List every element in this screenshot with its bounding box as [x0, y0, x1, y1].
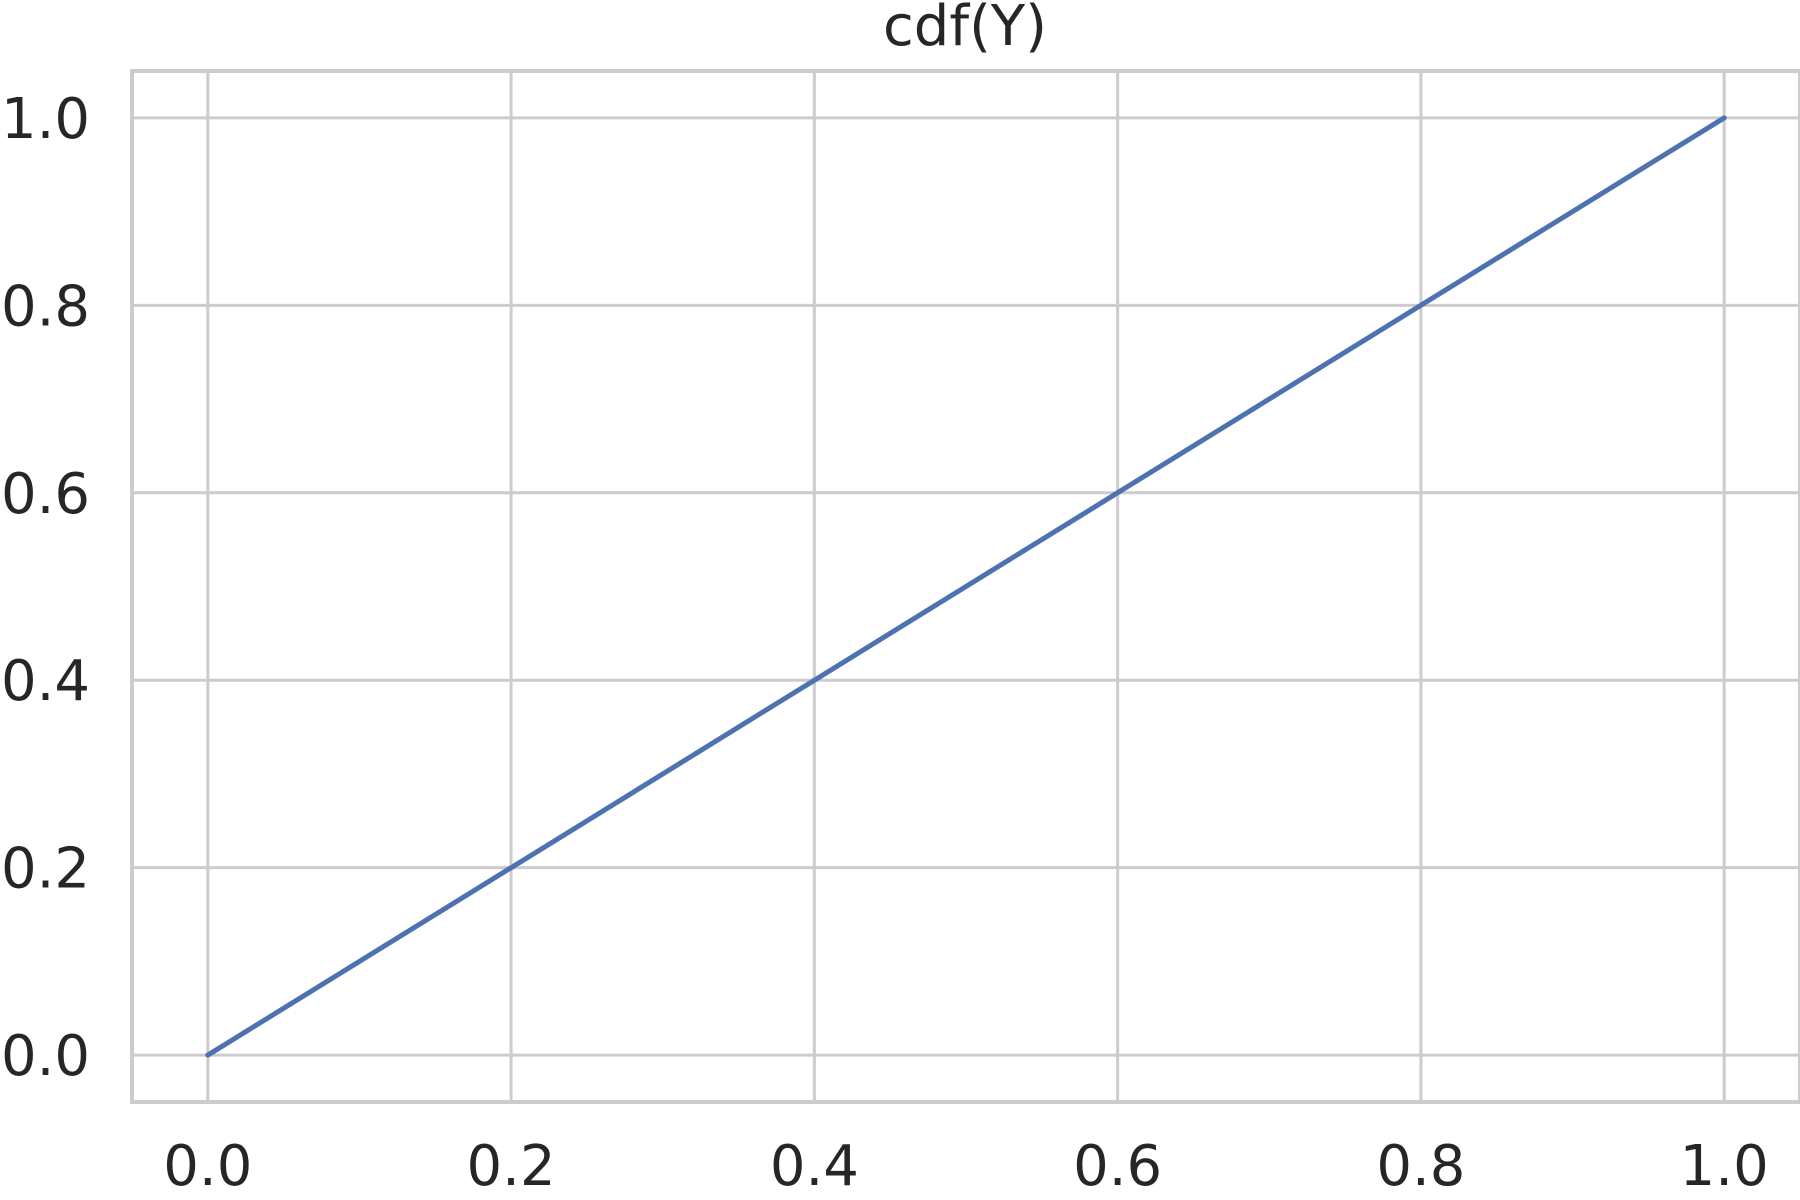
y-tick-label: 0.6 [1, 462, 90, 527]
y-tick-label: 0.2 [1, 837, 90, 902]
x-tick-label: 0.8 [1376, 1134, 1465, 1199]
y-tick-label: 1.0 [1, 87, 90, 152]
y-tick-label: 0.4 [1, 649, 90, 714]
x-axis-ticks: 0.0 0.2 0.4 0.6 0.8 1.0 [163, 1134, 1768, 1199]
series-layer [205, 115, 1727, 1058]
grid-lines [132, 71, 1800, 1102]
y-tick-label: 0.0 [1, 1024, 90, 1089]
x-tick-label: 0.0 [163, 1134, 252, 1199]
plot-frame [130, 69, 1800, 1104]
x-tick-label: 0.2 [467, 1134, 556, 1199]
x-tick-label: 0.6 [1073, 1134, 1162, 1199]
x-tick-label: 0.4 [770, 1134, 859, 1199]
chart-title: cdf(Y) [883, 0, 1047, 59]
x-tick-label: 1.0 [1680, 1134, 1769, 1199]
y-tick-label: 0.8 [1, 274, 90, 339]
y-axis-ticks: 0.0 0.2 0.4 0.6 0.8 1.0 [1, 87, 90, 1089]
cdf-series-line [205, 115, 1727, 1058]
